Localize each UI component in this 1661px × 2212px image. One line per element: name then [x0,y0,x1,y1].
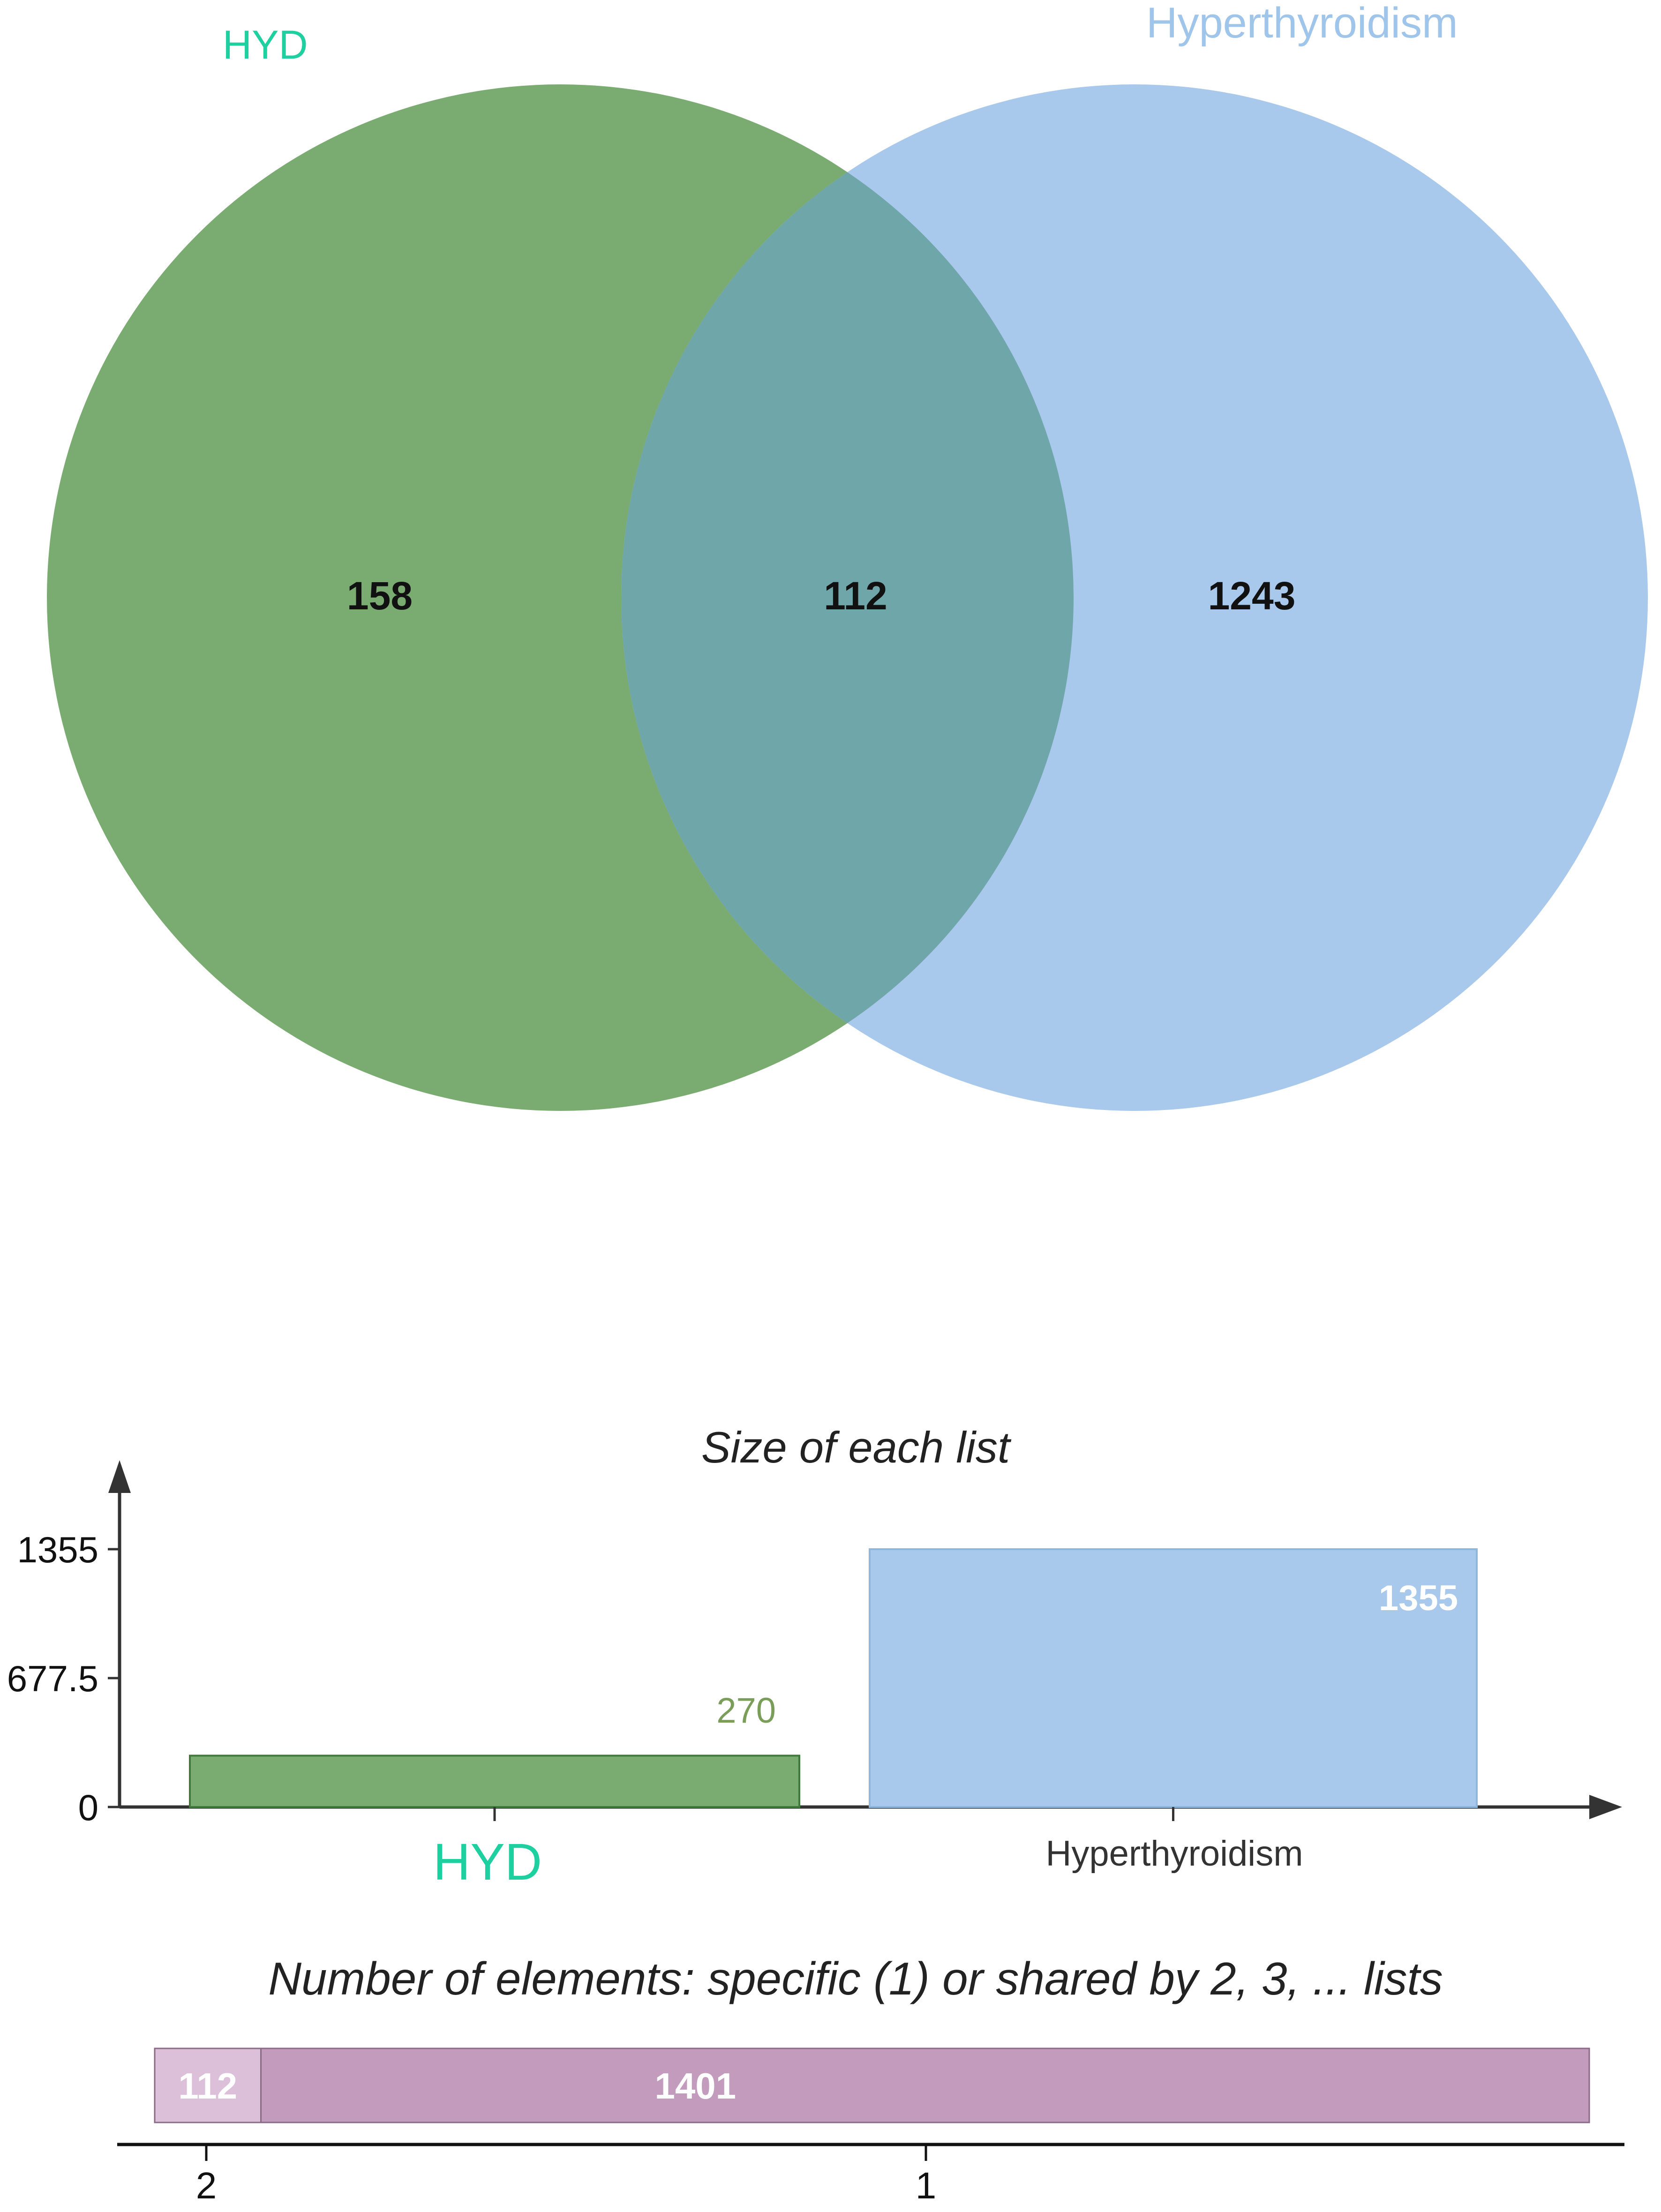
x-axis-arrow [1589,1795,1622,1819]
y-tick-label: 1355 [17,1529,98,1570]
venn-set-label-hyperthyroidism: Hyperthyroidism [1146,0,1458,47]
venn-count-hyperthyroidism-only: 1243 [1208,574,1296,618]
shared-x-tick-label-1: 1 [916,2165,937,2206]
venn-intersection-region [621,172,1074,1023]
bar-value-label-hyperthyroidism: 1355 [1379,1578,1458,1618]
segment-specific-1 [260,2047,1590,2123]
venn-count-hyd-only: 158 [347,574,413,618]
segment-shared-by-2 [154,2047,262,2123]
segment-value-label-1: 1401 [654,2065,736,2107]
bar-hyd [189,1755,800,1808]
venn-diagram: HYD Hyperthyroidism 158 112 1243 [47,0,1648,1111]
size-bar-chart: Size of each list 1355 677.5 0 270 1355 … [7,1423,1622,1891]
venn-count-intersection: 112 [824,574,887,618]
x-tick-label-hyperthyroidism: Hyperthyroidism [1045,1834,1303,1874]
venn-set-label-hyd: HYD [223,22,308,67]
y-axis-arrow [108,1460,131,1493]
shared-x-tick-label-2: 2 [196,2165,217,2206]
shared-chart-title: Number of elements: specific (1) or shar… [268,1953,1443,2004]
bar-hyperthyroidism [869,1548,1478,1808]
size-chart-title: Size of each list [701,1423,1012,1472]
y-tick-label: 677.5 [7,1658,98,1699]
x-tick-label-hyd: HYD [433,1833,542,1891]
shared-elements-chart: Number of elements: specific (1) or shar… [117,1953,1624,2206]
segment-value-label-2: 112 [178,2065,237,2107]
y-tick-label: 0 [78,1787,98,1828]
bar-value-label-hyd: 270 [716,1691,776,1731]
